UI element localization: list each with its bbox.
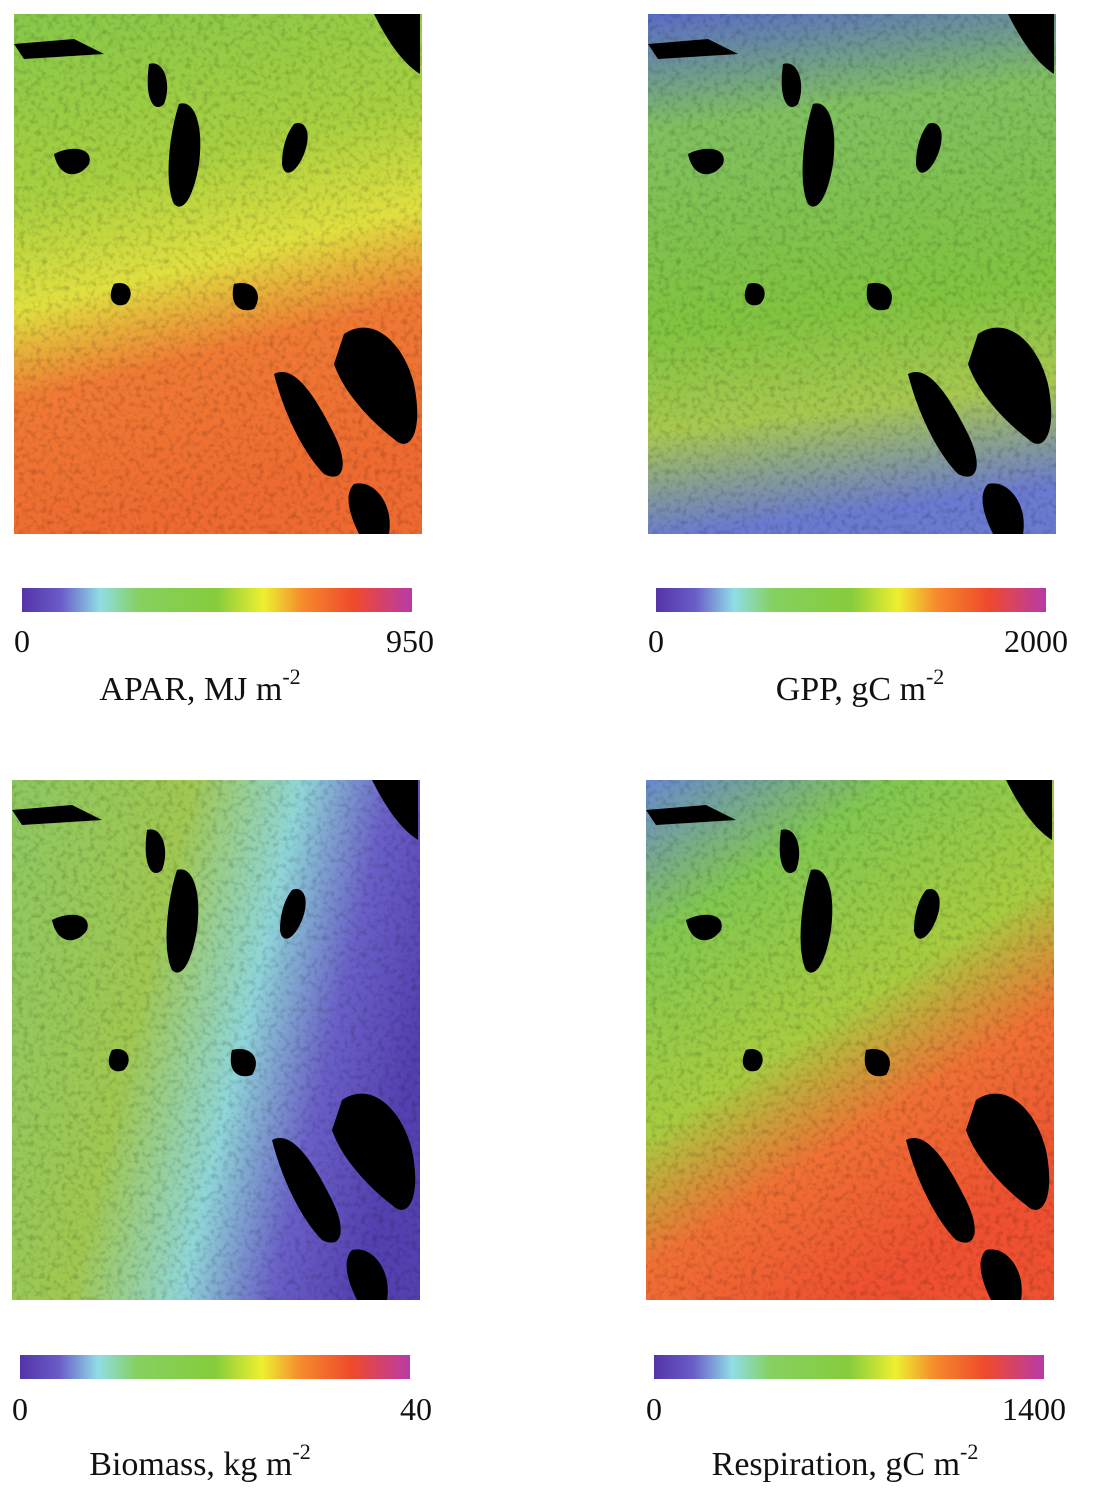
panel-label: APAR, MJ m-2 [99, 664, 300, 708]
panel: 0 1400 Respiration, gC m-2 [646, 780, 1066, 1483]
water-body [866, 283, 892, 311]
water-body [272, 1138, 341, 1243]
map [648, 14, 1056, 534]
map [14, 14, 422, 534]
panel-label: Biomass, kg m-2 [89, 1439, 310, 1483]
water-body [800, 869, 833, 973]
water-body [332, 1093, 416, 1210]
water-body [108, 1049, 129, 1072]
panel: 0 950 APAR, MJ m-2 [14, 14, 434, 708]
map [646, 780, 1054, 1300]
water-body [982, 483, 1024, 534]
colorbar-max: 950 [386, 623, 434, 659]
water-body [282, 123, 308, 173]
panel: 0 40 Biomass, kg m-2 [12, 780, 432, 1483]
colorbar-min: 0 [12, 1391, 28, 1427]
colorbar-min: 0 [646, 1391, 662, 1427]
water-body [147, 63, 168, 108]
water-body [14, 39, 104, 59]
water-body [906, 1138, 975, 1243]
water-body [916, 123, 942, 173]
water-body [742, 1049, 763, 1072]
label-exponent: -2 [926, 664, 944, 689]
water-body [744, 283, 765, 306]
water-body [686, 914, 722, 941]
water-body [12, 805, 102, 825]
map-texture [648, 14, 1056, 534]
water-body [914, 889, 940, 939]
colorbar [22, 588, 412, 612]
water-body [646, 805, 736, 825]
water-body [52, 914, 88, 941]
water-body [274, 372, 343, 477]
water-body [374, 14, 420, 74]
water-body [372, 780, 418, 840]
water-body [110, 283, 131, 306]
label-text: Respiration, gC m [712, 1446, 960, 1483]
water-body [966, 1093, 1050, 1210]
colorbar-max: 2000 [1004, 623, 1068, 659]
water-body [230, 1049, 256, 1077]
water-body [232, 283, 258, 311]
water-body [145, 829, 166, 874]
water-body [968, 327, 1052, 444]
label-exponent: -2 [960, 1439, 978, 1464]
water-body [781, 63, 802, 108]
water-body [688, 148, 724, 175]
panel-label: Respiration, gC m-2 [712, 1439, 979, 1483]
colorbar-max: 1400 [1002, 1391, 1066, 1427]
panel: 0 2000 GPP, gC m-2 [648, 14, 1068, 708]
label-exponent: -2 [292, 1439, 310, 1464]
water-body [864, 1049, 890, 1077]
water-body [168, 103, 201, 207]
water-body [648, 39, 738, 59]
water-body [166, 869, 199, 973]
colorbar [654, 1355, 1044, 1379]
water-body [346, 1249, 388, 1300]
map [12, 780, 420, 1300]
label-text: APAR, MJ m [99, 671, 282, 708]
water-body [908, 372, 977, 477]
water-body [334, 327, 418, 444]
water-body [280, 889, 306, 939]
label-text: GPP, gC m [776, 671, 926, 708]
label-text: Biomass, kg m [89, 1446, 292, 1483]
colorbar-min: 0 [14, 623, 30, 659]
colorbar-max: 40 [400, 1391, 432, 1427]
map-texture [646, 780, 1054, 1300]
water-body [779, 829, 800, 874]
colorbar [20, 1355, 410, 1379]
water-body [54, 148, 90, 175]
label-exponent: -2 [282, 664, 300, 689]
water-body [1006, 780, 1052, 840]
map-texture [12, 780, 420, 1300]
map-texture [14, 14, 422, 534]
water-body [802, 103, 835, 207]
panel-label: GPP, gC m-2 [776, 664, 945, 708]
colorbar [656, 588, 1046, 612]
water-body [980, 1249, 1022, 1300]
colorbar-min: 0 [648, 623, 664, 659]
water-body [348, 483, 390, 534]
water-body [1008, 14, 1054, 74]
